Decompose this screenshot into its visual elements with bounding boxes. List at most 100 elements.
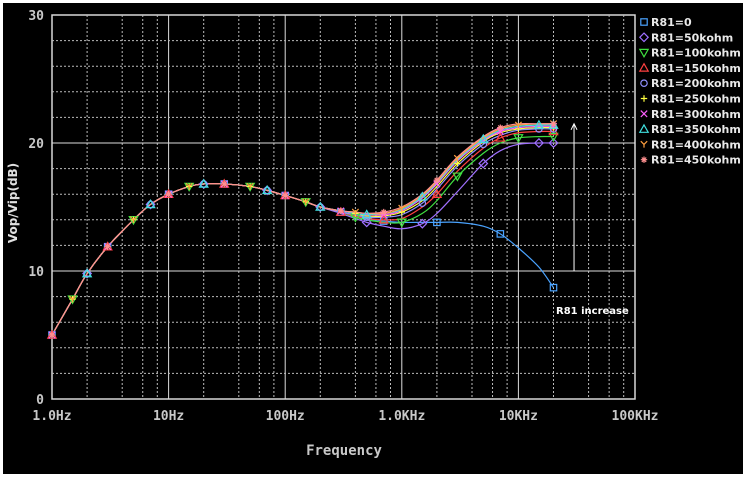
x-tick-label: 10KHz (499, 409, 538, 424)
data-point (452, 172, 463, 182)
data-point (396, 218, 408, 228)
data-point (640, 79, 648, 88)
data-point (514, 121, 523, 129)
data-point (81, 268, 93, 278)
marker-layer (46, 119, 559, 339)
annotation-label: R81 increase (556, 306, 629, 317)
data-point (398, 204, 406, 212)
data-point (513, 134, 524, 144)
data-point (535, 125, 543, 133)
legend-item: R81=100kohm (638, 47, 741, 60)
data-point (453, 154, 462, 162)
legend-item: R81=350kohm (638, 123, 741, 136)
data-point (68, 295, 77, 303)
series-markers (81, 119, 559, 278)
x-axis-title: Frequency (306, 443, 382, 459)
legend-item: R81=0 (640, 16, 692, 29)
y-axis-title: Vop/Vip(dB) (6, 163, 20, 243)
data-point (431, 188, 443, 198)
chart-frame: 1.0Hz 10Hz 100Hz 1.0KHz 10KHz 100KHz 0 10 20 30 R… (3, 3, 743, 474)
legend-item: R81=50kohm (638, 31, 733, 44)
data-point (638, 62, 650, 72)
series-line (51, 135, 554, 336)
data-point (337, 207, 345, 215)
data-point (640, 18, 648, 26)
data-point (548, 132, 559, 143)
legend-label: R81=350kohm (651, 123, 741, 136)
data-point (361, 217, 372, 228)
series-line (51, 123, 554, 336)
data-point (185, 182, 193, 190)
series-line (51, 183, 554, 336)
data-point (479, 140, 488, 149)
data-point (282, 192, 289, 199)
series-line (51, 142, 554, 336)
series-line (51, 122, 554, 336)
x-tick-label: 10Hz (153, 409, 184, 424)
legend-label: R81=100kohm (651, 47, 741, 60)
data-point (548, 119, 559, 129)
series-markers (46, 126, 559, 339)
legend-label: R81=400kohm (651, 138, 741, 151)
x-tick-label: 100KHz (612, 409, 659, 424)
data-point (533, 137, 544, 149)
data-point (165, 191, 172, 198)
legend-item: R81=450kohm (640, 154, 741, 167)
data-point (550, 120, 557, 127)
data-point (198, 178, 209, 188)
data-point (496, 230, 505, 238)
legend-item: R81=200kohm (640, 77, 741, 90)
y-tick-label: 0 (36, 393, 44, 408)
x-tick-label: 1.0Hz (32, 409, 71, 424)
y-tick-label: 10 (28, 265, 44, 280)
series-markers (48, 180, 558, 339)
data-point (638, 48, 650, 59)
legend-item: R81=150kohm (638, 62, 741, 75)
data-point (549, 283, 558, 292)
legend: R81=0 R81=50kohm R81=100kohm R81=150kohm R81… (638, 16, 741, 167)
legend-label: R81=150kohm (651, 62, 741, 75)
legend-label: R81=300kohm (651, 108, 741, 121)
data-point (261, 184, 273, 195)
series-line (51, 128, 554, 336)
data-point (640, 156, 648, 163)
tick-layer: 1.0Hz 10Hz 100Hz 1.0KHz 10KHz 100KHz 0 10 20 30 (28, 9, 658, 424)
data-point (351, 208, 360, 216)
grid-layer (52, 15, 635, 399)
data-point (433, 218, 441, 227)
legend-label: R81=450kohm (651, 154, 741, 167)
legend-item: R81=300kohm (640, 108, 741, 121)
series-line (51, 126, 554, 336)
x-tick-label: 1.0KHz (378, 409, 425, 424)
series-markers (48, 120, 557, 339)
legend-label: R81=50kohm (651, 31, 733, 44)
data-point (478, 158, 489, 169)
data-point (48, 331, 56, 339)
series-line (51, 130, 554, 336)
legend-label: R81=250kohm (651, 93, 741, 106)
legend-label: R81=200kohm (651, 77, 741, 90)
legend-item: R81=400kohm (640, 138, 741, 151)
y-tick-label: 30 (28, 9, 44, 24)
data-point (378, 214, 389, 224)
data-point (640, 95, 648, 102)
y-tick-label: 20 (28, 137, 44, 152)
chart-svg: 1.0Hz 10Hz 100Hz 1.0KHz 10KHz 100KHz 0 10 20 30 R… (6, 9, 741, 459)
data-point (302, 198, 310, 206)
series-markers (67, 132, 559, 305)
data-point (640, 110, 648, 118)
data-point (638, 123, 650, 133)
legend-label: R81=0 (651, 16, 692, 29)
series-layer (51, 122, 554, 336)
data-point (495, 132, 506, 142)
data-point (221, 180, 228, 188)
data-point (640, 140, 648, 148)
data-point (380, 208, 387, 216)
data-point (417, 218, 428, 229)
data-point (145, 199, 156, 209)
data-point (129, 216, 138, 223)
plot-area (51, 14, 636, 400)
data-point (315, 201, 326, 211)
annotation-arrowhead (570, 122, 578, 131)
data-point (246, 182, 254, 190)
